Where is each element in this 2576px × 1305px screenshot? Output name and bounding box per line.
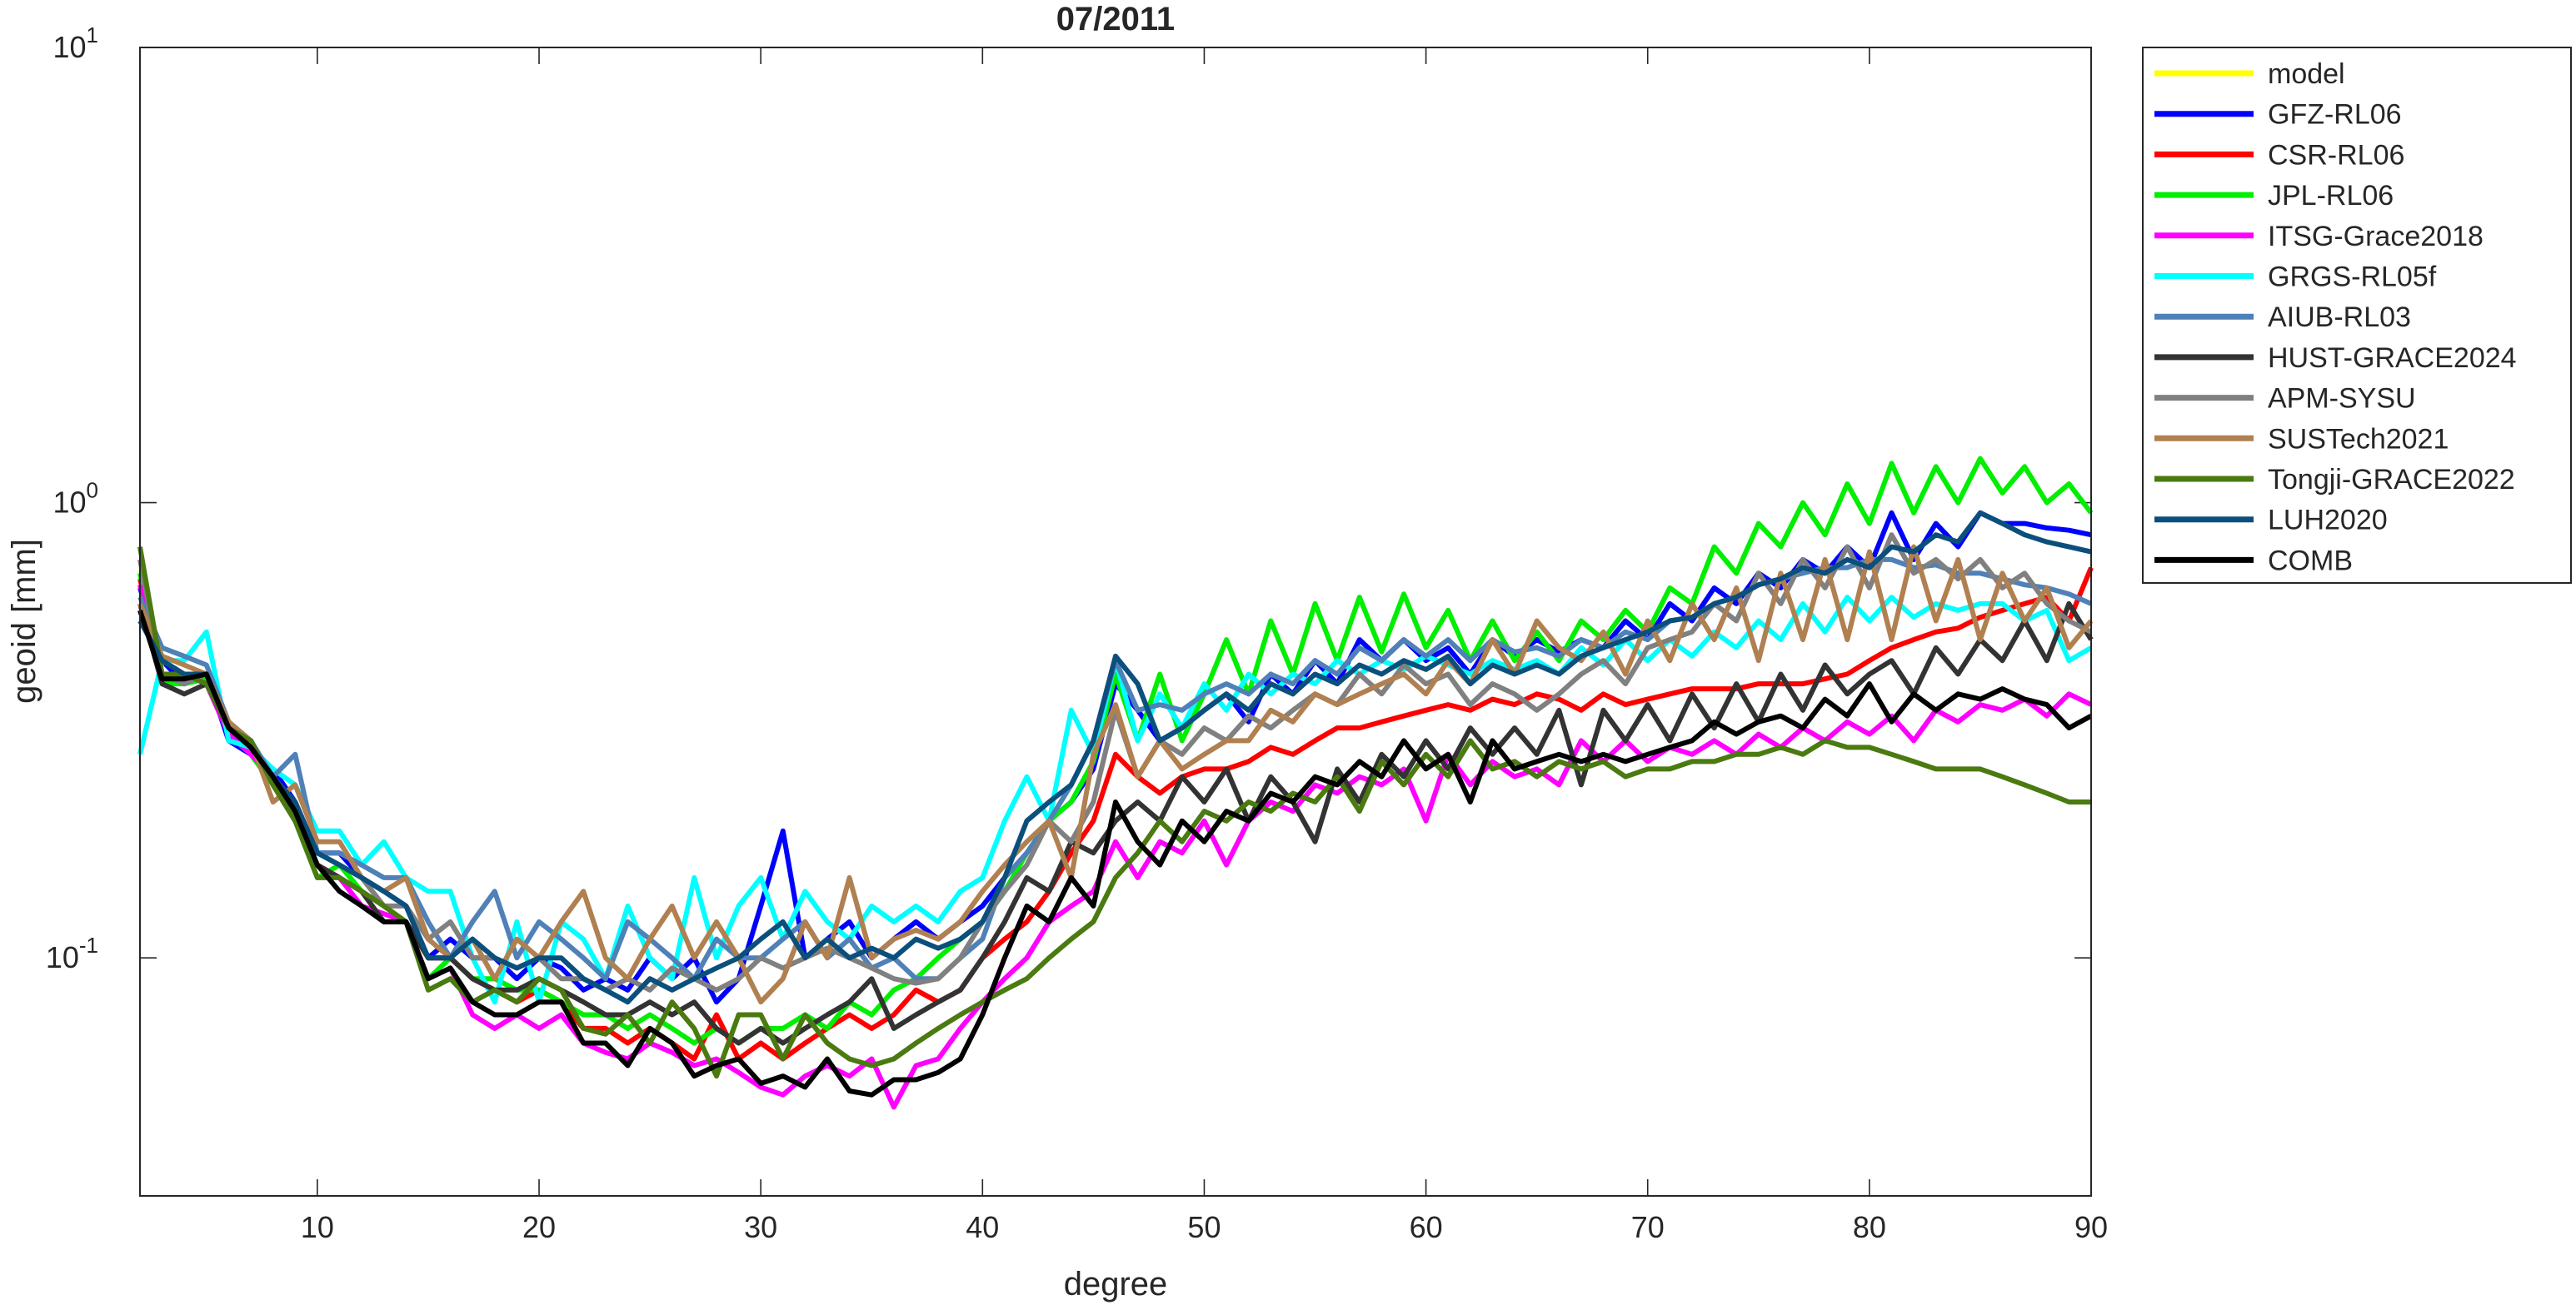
series-line	[137, 510, 2092, 1005]
x-tick-label: 10	[301, 1210, 334, 1244]
y-tick-label: 101	[52, 22, 98, 64]
legend-label: GRGS-RL05f	[2268, 261, 2437, 293]
legend-label: AIUB-RL03	[2268, 301, 2411, 333]
legend-label: CSR-RL06	[2268, 139, 2404, 171]
x-tick-label: 70	[1631, 1210, 1665, 1244]
chart-title: 07/2011	[1056, 1, 1175, 37]
legend-label: ITSG-Grace2018	[2268, 221, 2484, 252]
y-tick-label: 10-1	[46, 933, 98, 974]
x-tick-label: 90	[2074, 1210, 2108, 1244]
legend-label: LUH2020	[2268, 505, 2388, 536]
series-line	[137, 600, 2094, 1046]
y-tick-exponent: 1	[87, 22, 98, 47]
y-tick-exponent: 0	[87, 478, 98, 503]
legend-label: SUSTech2021	[2268, 423, 2449, 455]
series-line	[137, 584, 2093, 1110]
legend-label: GFZ-RL06	[2268, 99, 2402, 131]
x-tick-label: 30	[744, 1210, 777, 1244]
y-tick-exponent: -1	[79, 933, 98, 958]
x-tick-label: 60	[1410, 1210, 1443, 1244]
y-tick-base: 10	[52, 486, 86, 520]
y-axis-label: geoid [mm]	[6, 539, 42, 704]
axes-box	[139, 47, 2092, 1197]
series-line	[137, 609, 2093, 1098]
legend-label: HUST-GRACE2024	[2268, 342, 2517, 374]
legend: model GFZ-RL06 CSR-RL06 JPL-RL06 ITSG-Grace2…	[2142, 47, 2572, 584]
x-tick-label: 20	[522, 1210, 556, 1244]
legend-label: Tongji-GRACE2022	[2268, 464, 2515, 496]
x-tick-label: 80	[1853, 1210, 1886, 1244]
x-tick-label: 40	[966, 1210, 999, 1244]
x-tick-label: 50	[1187, 1210, 1221, 1244]
legend-label: model	[2268, 58, 2345, 90]
legend-label: COMB	[2268, 545, 2353, 576]
y-tick-base: 10	[52, 30, 86, 64]
y-tick-base: 10	[46, 940, 79, 974]
legend-label: JPL-RL06	[2268, 180, 2394, 212]
legend-label: APM-SYSU	[2268, 383, 2416, 415]
y-tick-label: 100	[52, 478, 98, 520]
x-axis-label: degree	[1064, 1266, 1168, 1303]
